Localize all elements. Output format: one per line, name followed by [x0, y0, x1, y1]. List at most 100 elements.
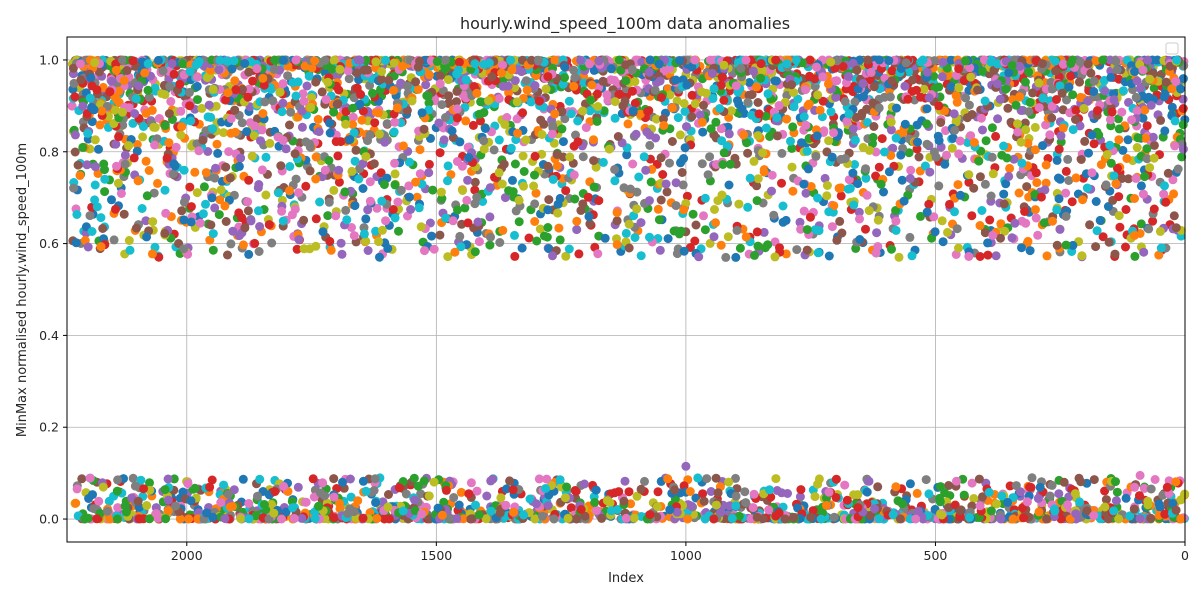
data-point [1089, 139, 1099, 149]
data-point [653, 487, 663, 497]
data-point [526, 97, 536, 107]
data-point [705, 152, 715, 162]
data-point [966, 131, 976, 141]
data-point [518, 151, 528, 161]
data-point [361, 214, 371, 224]
data-point [886, 117, 896, 127]
data-point [1050, 56, 1060, 66]
data-point [476, 97, 486, 107]
data-point [1061, 240, 1071, 250]
data-point [645, 130, 655, 140]
data-point [1149, 83, 1159, 93]
data-point [524, 233, 534, 243]
data-point [722, 141, 732, 151]
data-point [707, 69, 717, 78]
data-point [278, 216, 288, 226]
data-point [198, 135, 208, 145]
data-point [1160, 181, 1169, 191]
data-point [1055, 224, 1065, 234]
data-point [844, 175, 854, 185]
data-point [441, 213, 451, 223]
data-point [922, 207, 932, 217]
data-point [194, 146, 204, 156]
data-point [276, 161, 286, 171]
data-point [552, 161, 562, 171]
data-point [214, 65, 224, 75]
data-point [777, 178, 786, 188]
data-point [934, 181, 944, 191]
data-point [69, 183, 79, 193]
data-point [560, 73, 569, 83]
data-point [680, 106, 690, 116]
data-point [726, 106, 736, 116]
data-point [277, 206, 287, 216]
data-point [891, 216, 901, 226]
data-point [840, 154, 850, 163]
data-point [1075, 57, 1085, 67]
data-point [270, 55, 280, 65]
data-point [787, 143, 797, 153]
data-point [335, 64, 345, 74]
data-point [1117, 174, 1127, 183]
data-point [185, 87, 194, 97]
data-point [223, 250, 232, 260]
data-point [661, 179, 671, 189]
data-point [457, 161, 467, 171]
data-point [186, 202, 196, 212]
data-point [100, 187, 110, 197]
data-point [866, 67, 876, 77]
data-point [1091, 242, 1101, 252]
data-point [544, 195, 554, 205]
data-point [548, 120, 558, 130]
data-point [1084, 148, 1093, 158]
data-point [261, 190, 271, 200]
data-point [1041, 178, 1051, 188]
data-point [240, 223, 250, 233]
data-point [606, 64, 616, 74]
data-point [114, 86, 124, 96]
data-point [564, 244, 574, 254]
data-point [1047, 113, 1057, 123]
data-point [852, 65, 862, 75]
data-point [859, 92, 868, 102]
data-point [248, 76, 258, 86]
data-point [667, 103, 677, 113]
data-point [916, 92, 926, 102]
data-point [822, 191, 832, 201]
data-point [86, 73, 96, 83]
data-point [1148, 132, 1158, 142]
data-point [230, 127, 240, 137]
data-point [690, 55, 700, 65]
data-point [485, 183, 495, 193]
data-point [380, 137, 390, 147]
data-point [1048, 216, 1057, 226]
data-point [1036, 192, 1046, 202]
data-point [560, 62, 570, 72]
data-point [486, 232, 495, 242]
data-point [234, 161, 244, 171]
data-point [325, 118, 334, 128]
data-point [208, 124, 218, 134]
data-point [853, 179, 863, 189]
data-point [462, 195, 472, 205]
data-point [716, 80, 726, 90]
data-point [512, 97, 522, 107]
data-point [390, 213, 400, 223]
data-point [1138, 189, 1148, 199]
data-point [334, 177, 344, 187]
data-point [1054, 144, 1064, 154]
data-point [147, 249, 157, 259]
data-point [988, 230, 998, 240]
data-point [849, 200, 859, 210]
data-point [247, 151, 257, 161]
data-point [947, 143, 957, 153]
data-point [986, 191, 996, 201]
data-point [215, 195, 225, 205]
data-point [206, 220, 216, 230]
data-point [510, 251, 520, 261]
data-point [1172, 55, 1182, 65]
data-point [1178, 144, 1188, 154]
data-point [356, 90, 366, 99]
data-point [952, 97, 962, 107]
data-point [334, 165, 344, 175]
